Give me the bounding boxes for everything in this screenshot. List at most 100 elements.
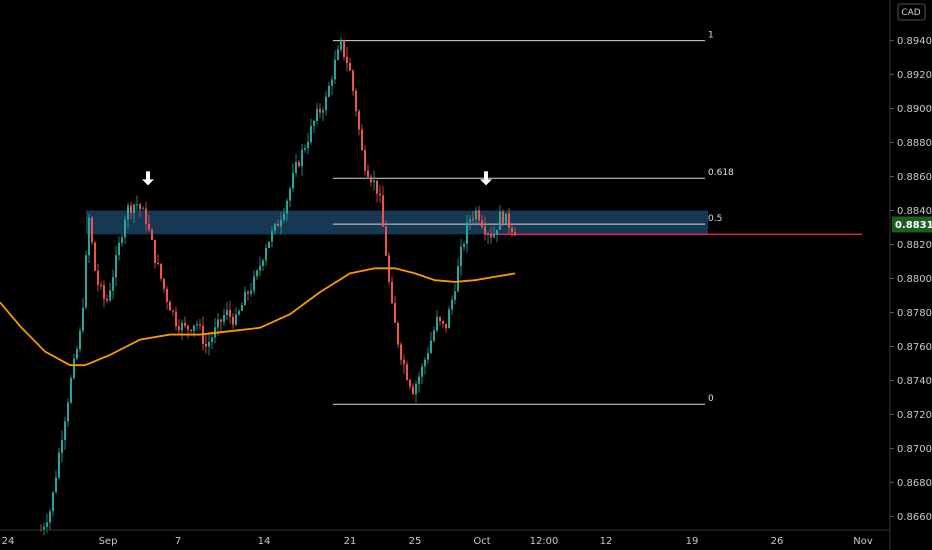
candle-body	[112, 277, 114, 291]
candle-body	[226, 309, 228, 316]
candle-body	[217, 319, 219, 328]
candle-body	[250, 290, 252, 294]
candle-body	[181, 322, 183, 331]
candle-body	[256, 270, 258, 277]
candle-body	[196, 324, 198, 326]
candle-body	[355, 90, 357, 112]
candle-body	[442, 321, 444, 324]
candle-body	[238, 310, 240, 315]
candle-body	[424, 359, 426, 367]
candle-body	[322, 110, 324, 113]
candle-body	[391, 281, 393, 304]
candle-body	[409, 379, 411, 387]
candle-body	[418, 376, 420, 384]
fib-level-label: 1	[708, 31, 714, 41]
candle-body	[130, 205, 132, 213]
candle-body	[157, 262, 159, 264]
candle-body	[187, 325, 189, 330]
candle-body	[373, 180, 375, 183]
candle-body	[283, 213, 285, 220]
candle-body	[493, 234, 495, 238]
candle-body	[262, 260, 264, 267]
fib-level-label: 0.5	[708, 214, 722, 224]
candle-body	[268, 241, 270, 248]
candle-body	[244, 291, 246, 306]
candle-body	[421, 366, 423, 377]
candle-body	[346, 56, 348, 64]
candle-body	[385, 226, 387, 256]
candle-body	[178, 326, 180, 331]
candle-body	[133, 204, 135, 213]
candle-body	[499, 211, 501, 230]
candle-body	[43, 526, 45, 531]
fib-level-label: 0.618	[708, 168, 734, 178]
candle-body	[166, 288, 168, 302]
candle-body	[394, 303, 396, 323]
candle-body	[370, 176, 372, 183]
candle-body	[85, 255, 87, 308]
candle-body	[292, 172, 294, 189]
candle-body	[448, 309, 450, 329]
x-tick-label: 24	[2, 536, 15, 547]
candle-body	[49, 511, 51, 523]
candle-body	[103, 285, 105, 299]
candle-body	[229, 309, 231, 317]
candle-body	[208, 341, 210, 347]
candle-body	[241, 305, 243, 311]
candle-body	[211, 337, 213, 342]
candle-body	[505, 213, 507, 224]
candle-body	[154, 240, 156, 263]
candle-body	[289, 188, 291, 201]
candle-body	[382, 195, 384, 227]
candle-body	[502, 211, 504, 224]
candle-body	[124, 219, 126, 238]
candle-body	[343, 40, 345, 57]
candle-body	[337, 49, 339, 60]
candle-body	[280, 219, 282, 227]
down-arrow-icon	[142, 171, 154, 186]
candle-body	[205, 343, 207, 347]
candle-body	[454, 291, 456, 300]
candle-body	[172, 310, 174, 312]
candle-body	[316, 109, 318, 121]
candle-body	[481, 220, 483, 227]
candle-body	[106, 298, 108, 301]
candle-body	[100, 284, 102, 286]
candle-body	[118, 242, 120, 256]
candle-body	[274, 223, 276, 232]
candle-body	[58, 452, 60, 478]
currency-badge[interactable]	[897, 3, 926, 21]
candle-body	[139, 204, 141, 210]
moving-average-line[interactable]	[0, 267, 516, 367]
resistance-zone[interactable]	[86, 210, 708, 235]
current-price-label: 0.88318	[895, 220, 932, 231]
candle-body	[259, 266, 261, 271]
candle-body	[199, 324, 201, 326]
candle-body	[472, 219, 474, 221]
currency-label: CAD	[901, 8, 920, 18]
x-tick-label: Sep	[99, 536, 118, 547]
candle-body	[184, 322, 186, 326]
candle-body	[52, 492, 54, 512]
candle-body	[313, 120, 315, 126]
candle-body	[490, 234, 492, 238]
candle-body	[304, 148, 306, 150]
candle-body	[160, 263, 162, 279]
candle-body	[163, 278, 165, 289]
candle-body	[403, 359, 405, 365]
candle-body	[508, 213, 510, 228]
candle-body	[232, 316, 234, 325]
candle-body	[367, 170, 369, 177]
candle-body	[277, 223, 279, 227]
x-tick-label: 21	[344, 536, 357, 547]
